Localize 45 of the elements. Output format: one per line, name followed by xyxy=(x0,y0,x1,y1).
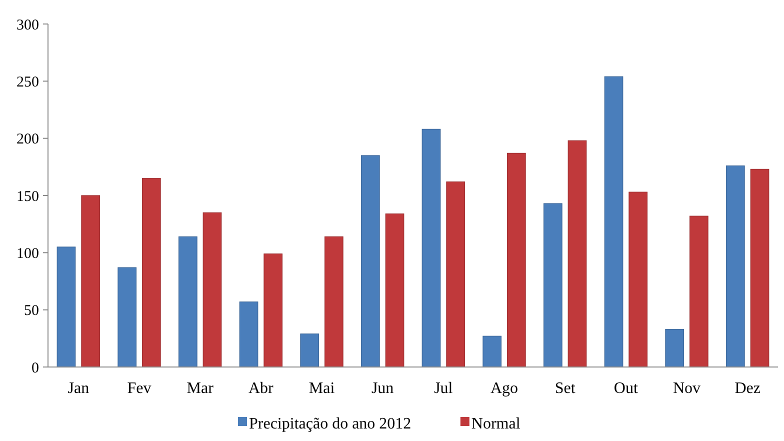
bar xyxy=(264,254,283,368)
x-tick-label: Jan xyxy=(68,380,90,397)
bar xyxy=(324,236,344,368)
x-tick-label: Jun xyxy=(371,380,394,397)
bar xyxy=(56,246,76,368)
bar xyxy=(604,76,624,368)
y-tick-label: 300 xyxy=(16,17,39,34)
bar xyxy=(543,203,562,368)
bar xyxy=(726,165,745,368)
y-tick-label: 250 xyxy=(16,74,39,90)
bar xyxy=(750,168,770,368)
bar xyxy=(506,152,526,368)
x-tick-label: Ago xyxy=(490,380,518,397)
x-tick-label: Set xyxy=(554,380,576,397)
bar xyxy=(568,140,587,368)
bar xyxy=(81,195,100,368)
bar xyxy=(142,178,161,368)
x-tick-label: Dez xyxy=(734,380,760,397)
y-tick-label: 50 xyxy=(24,303,39,320)
bar xyxy=(239,302,258,368)
x-tick-label: Abr xyxy=(248,380,274,397)
bar xyxy=(689,216,708,368)
bar xyxy=(482,336,502,368)
y-tick-label: 0 xyxy=(32,360,39,376)
x-tick-label: Mai xyxy=(308,380,336,397)
bar xyxy=(178,236,198,368)
bar xyxy=(202,212,222,368)
bar xyxy=(300,334,320,368)
x-tick-label: Jul xyxy=(434,380,454,397)
legend-label: Precipitação do ano 2012 xyxy=(249,416,412,433)
bar xyxy=(422,128,441,368)
x-tick-label: Out xyxy=(614,380,638,397)
bar xyxy=(628,192,648,368)
bar xyxy=(118,267,137,368)
x-tick-label: Nov xyxy=(672,380,701,397)
bar xyxy=(446,181,466,368)
bar xyxy=(360,155,380,368)
legend-label: Normal xyxy=(471,416,521,433)
y-tick-label: 100 xyxy=(16,246,39,262)
bar xyxy=(665,328,684,368)
x-tick-label: Fev xyxy=(127,380,152,397)
x-tick-label: Mar xyxy=(186,380,214,397)
bar xyxy=(385,213,404,368)
y-tick-label: 200 xyxy=(16,132,39,148)
y-tick-label: 150 xyxy=(16,188,39,205)
